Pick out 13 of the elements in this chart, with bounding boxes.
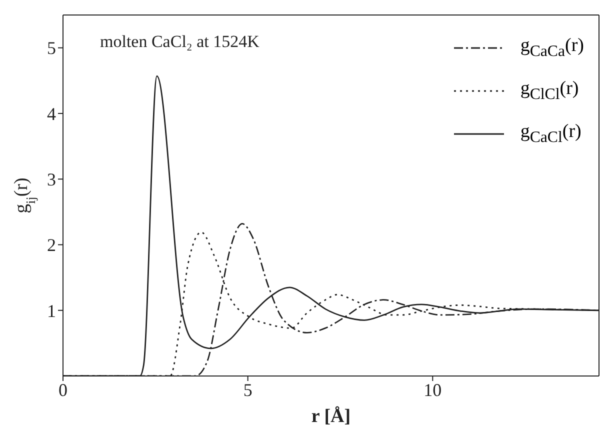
legend-label: g$_{ClCl}$(r) [520,78,579,104]
y-tick-label: 1 [47,300,56,321]
y-tick-label: 4 [47,104,56,124]
legend-label: g$_{CaCl}$(r) [520,120,582,146]
x-tick-label: 5 [243,380,252,400]
annotation: molten CaCl₂ at 1524K [100,32,260,52]
x-tick-label: 10 [424,380,442,400]
y-tick-label: 5 [47,38,56,58]
legend-label: g$_{CaCa}$(r) [520,34,584,60]
x-tick-label: 0 [58,380,68,400]
y-tick-label: 3 [47,169,56,190]
y-tick-label: 2 [47,235,56,256]
x-axis-title: r [Å] [311,406,351,427]
